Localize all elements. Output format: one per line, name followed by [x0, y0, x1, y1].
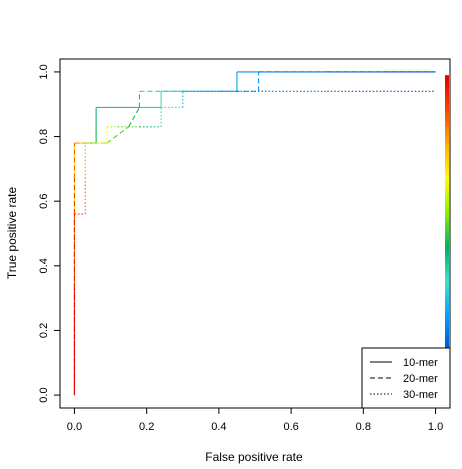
y-tick-label: 0.4: [38, 258, 50, 273]
colorbar-segment: [445, 230, 449, 236]
series-20-mer-segment: [106, 126, 129, 144]
colorbar-segment: [445, 88, 449, 95]
x-tick-label: 0.2: [139, 421, 154, 433]
colorbar-segment: [445, 130, 449, 136]
colorbar-segment: [445, 79, 449, 85]
legend-label: 10-mer: [403, 357, 438, 369]
colorbar-segment: [445, 189, 449, 195]
colorbar-segment: [445, 299, 449, 305]
colorbar-segment: [445, 212, 449, 218]
series-20-mer-segment: [128, 107, 140, 128]
series-20-mer: [73, 71, 436, 396]
plot-frame: [59, 58, 451, 409]
colorbar-segment: [445, 331, 449, 337]
colorbar-segment: [445, 148, 449, 154]
colorbar-segment: [445, 107, 449, 113]
y-tick-label: 0.0: [38, 387, 50, 402]
colorbar-segment: [445, 116, 449, 122]
colorbar-segment: [445, 185, 449, 191]
colorbar-segment: [445, 239, 449, 246]
y-tick-label: 0.6: [38, 194, 50, 209]
colorbar-segment: [445, 249, 449, 255]
series-30-mer: [73, 90, 436, 396]
y-axis-title: True positive rate: [5, 187, 19, 280]
colorbar-segment: [445, 221, 449, 227]
colorbar-segment: [445, 304, 449, 310]
colorbar-segment: [445, 194, 449, 200]
colorbar-segment: [445, 235, 449, 241]
legend-label: 20-mer: [403, 373, 438, 385]
colorbar-segment: [445, 75, 449, 81]
colorbar-segment: [445, 125, 449, 131]
colorbar-segment: [445, 294, 449, 301]
legend-label: 30-mer: [403, 389, 438, 401]
colorbar-segment: [445, 134, 449, 140]
x-tick-label: 0.8: [356, 421, 371, 433]
colorbar-segment: [445, 207, 449, 214]
colorbar-segment: [445, 290, 449, 296]
colorbar-segment: [445, 322, 449, 328]
colorbar-segment: [445, 203, 449, 209]
colorbar-segment: [445, 258, 449, 264]
series-layer: [73, 71, 436, 396]
legend-box: [361, 347, 451, 409]
colorbar-segment: [445, 157, 449, 163]
x-tick-label: 0.4: [211, 421, 226, 433]
colorbar-segment: [445, 93, 449, 99]
colorbar-segment: [445, 336, 449, 342]
colorbar-segment: [445, 152, 449, 159]
colorbar-segment: [445, 244, 449, 250]
colorbar-segment: [445, 139, 449, 145]
y-tick-label: 0.2: [38, 323, 50, 338]
colorbar-segment: [445, 281, 449, 287]
x-tick-label: 0.0: [67, 421, 82, 433]
colorbar-segment: [445, 272, 449, 278]
colorbar-segment: [445, 313, 449, 319]
colorbar-segment: [445, 102, 449, 108]
colorbar-segment: [445, 253, 449, 259]
colorbar-segment: [445, 340, 449, 346]
x-axis: 0.0 0.2 0.4 0.6 0.8 1.0: [67, 408, 443, 433]
y-tick-label: 1.0: [38, 64, 50, 79]
x-tick-label: 1.0: [428, 421, 443, 433]
colorbar-segment: [445, 180, 449, 186]
series-10-mer: [73, 71, 436, 396]
colorbar-segment: [445, 143, 449, 150]
colorbar-segment: [445, 262, 449, 269]
colorbar-segment: [445, 120, 449, 127]
colorbar-segment: [445, 84, 449, 90]
colorbar-segment: [445, 267, 449, 273]
colorbar-segment: [445, 162, 449, 168]
colorbar-segment: [445, 175, 449, 182]
colorbar-segment: [445, 171, 449, 177]
x-tick-label: 0.6: [283, 421, 298, 433]
x-axis-title: False positive rate: [205, 450, 303, 464]
y-tick-label: 0.8: [38, 129, 50, 144]
y-axis: 0.0 0.2 0.4 0.6 0.8 1.0: [38, 64, 60, 403]
colorbar-segment: [445, 98, 449, 104]
colorbar-segment: [445, 317, 449, 323]
colorbar-segment: [445, 111, 449, 117]
colorbar-segment: [445, 326, 449, 333]
colorbar-segment: [445, 226, 449, 232]
colorbar-segment: [445, 308, 449, 314]
colorbar-segment: [445, 198, 449, 204]
colorbar-segment: [445, 166, 449, 172]
colorbar-segment: [445, 285, 449, 291]
colorbar: [445, 75, 449, 351]
legend: 10-mer 20-mer 30-mer: [361, 347, 451, 409]
colorbar-segment: [445, 276, 449, 282]
colorbar-segment: [445, 217, 449, 223]
